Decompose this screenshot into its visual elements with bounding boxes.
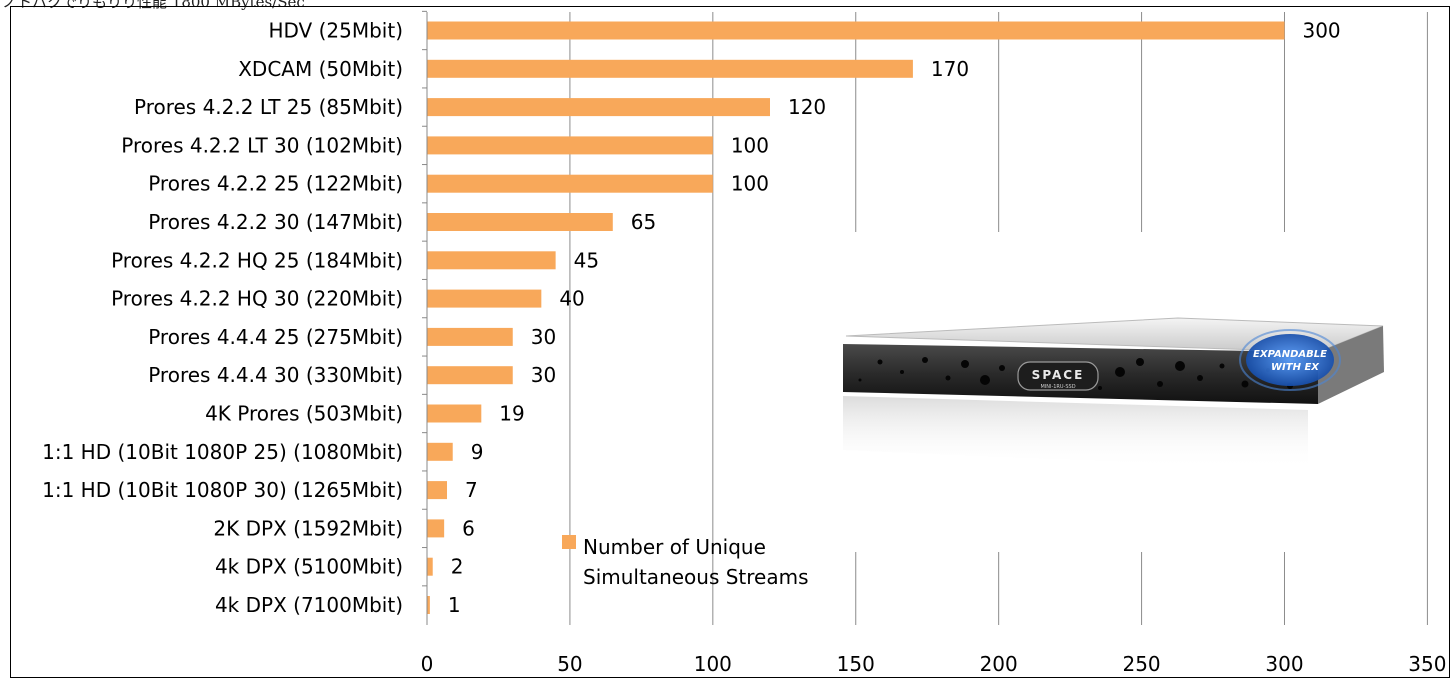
bar [427,174,713,193]
bar-value-label: 7 [465,478,478,502]
bar-value-label: 2 [451,555,464,579]
bar-value-label: 30 [531,325,556,349]
chart-caption: ノトバクでりもりり性能 1800 MBytes/Sec [2,0,305,11]
bar-value-label: 6 [462,516,475,540]
bar [427,442,453,461]
legend-swatch [562,535,576,549]
bar-value-label: 30 [531,363,556,387]
x-axis-ticks: 0 50 100 150 200 250 300 350 [421,652,1447,676]
bar-value-label: 100 [731,133,769,157]
bar [427,327,513,346]
category-label: Prores 4.4.4 30 (330Mbit) [148,363,403,387]
x-tick-label: 200 [980,652,1018,676]
category-label: Prores 4.4.4 25 (275Mbit) [148,325,403,349]
category-label: 2K DPX (1592Mbit) [213,516,403,540]
bar-series [427,21,1285,614]
category-label: Prores 4.2.2 HQ 30 (220Mbit) [111,287,403,311]
chart-frame [10,6,1450,678]
x-tick-label: 0 [421,652,434,676]
bar [427,366,513,385]
bar [427,557,433,576]
x-tick-label: 50 [557,652,582,676]
category-labels: HDV (25Mbit) XDCAM (50Mbit) Prores 4.2.2 L… [42,19,403,618]
bar [427,596,430,614]
bar-value-label: 40 [559,287,584,311]
x-tick-label: 350 [1408,652,1446,676]
bar-value-label: 45 [574,248,599,272]
category-label: Prores 4.2.2 HQ 25 (184Mbit) [111,248,403,272]
category-label: Prores 4.2.2 LT 25 (85Mbit) [134,95,403,119]
bar [427,251,556,270]
category-label: Prores 4.2.2 LT 30 (102Mbit) [121,133,403,157]
bar [427,59,913,78]
bar-value-label: 120 [788,95,826,119]
bar-value-label: 65 [631,210,656,234]
x-tick-label: 300 [1265,652,1303,676]
bar [427,404,482,423]
legend-label-line-1: Number of Unique [583,535,766,559]
legend-label-line-2: Simultaneous Streams [583,565,809,589]
bar-value-label: 19 [499,402,524,426]
category-label: 4K Prores (503Mbit) [205,402,403,426]
bar [427,136,713,155]
product-model-text: MINI-1RU-SSD [1040,384,1075,390]
category-label: Prores 4.2.2 30 (147Mbit) [148,210,403,234]
category-label: 1:1 HD (10Bit 1080P 25) (1080Mbit) [42,440,403,464]
bar [427,98,770,117]
x-tick-label: 150 [837,652,875,676]
badge-line-2: WITH EX [1271,362,1320,373]
bar [427,519,445,538]
category-label: XDCAM (50Mbit) [238,57,403,81]
bar [427,213,613,231]
x-tick-label: 100 [694,652,732,676]
bar-value-label: 300 [1302,19,1340,43]
bar-value-label: 100 [731,172,769,196]
product-brand-text: SPACE [1032,368,1085,382]
category-label: 4k DPX (7100Mbit) [215,593,403,617]
bar-value-label: 9 [471,440,484,464]
category-label: Prores 4.2.2 25 (122Mbit) [148,172,403,196]
category-label: HDV (25Mbit) [268,19,403,43]
chart-legend: Number of Unique Simultaneous Streams [562,535,809,589]
bar-value-label: 170 [931,57,969,81]
bar [427,481,448,500]
bar-value-label: 1 [448,593,461,617]
y-axis-tickmarks [422,10,427,587]
category-label: 1:1 HD (10Bit 1080P 30) (1265Mbit) [42,478,403,502]
badge-line-1: EXPANDABLE [1253,349,1327,360]
bar [427,21,1285,40]
bar [427,289,542,308]
category-label: 4k DPX (5100Mbit) [215,555,403,579]
x-tick-label: 250 [1122,652,1160,676]
server-product-image: SPACE MINI-1RU-SSD EXPANDABLE WITH EX [838,232,1384,552]
